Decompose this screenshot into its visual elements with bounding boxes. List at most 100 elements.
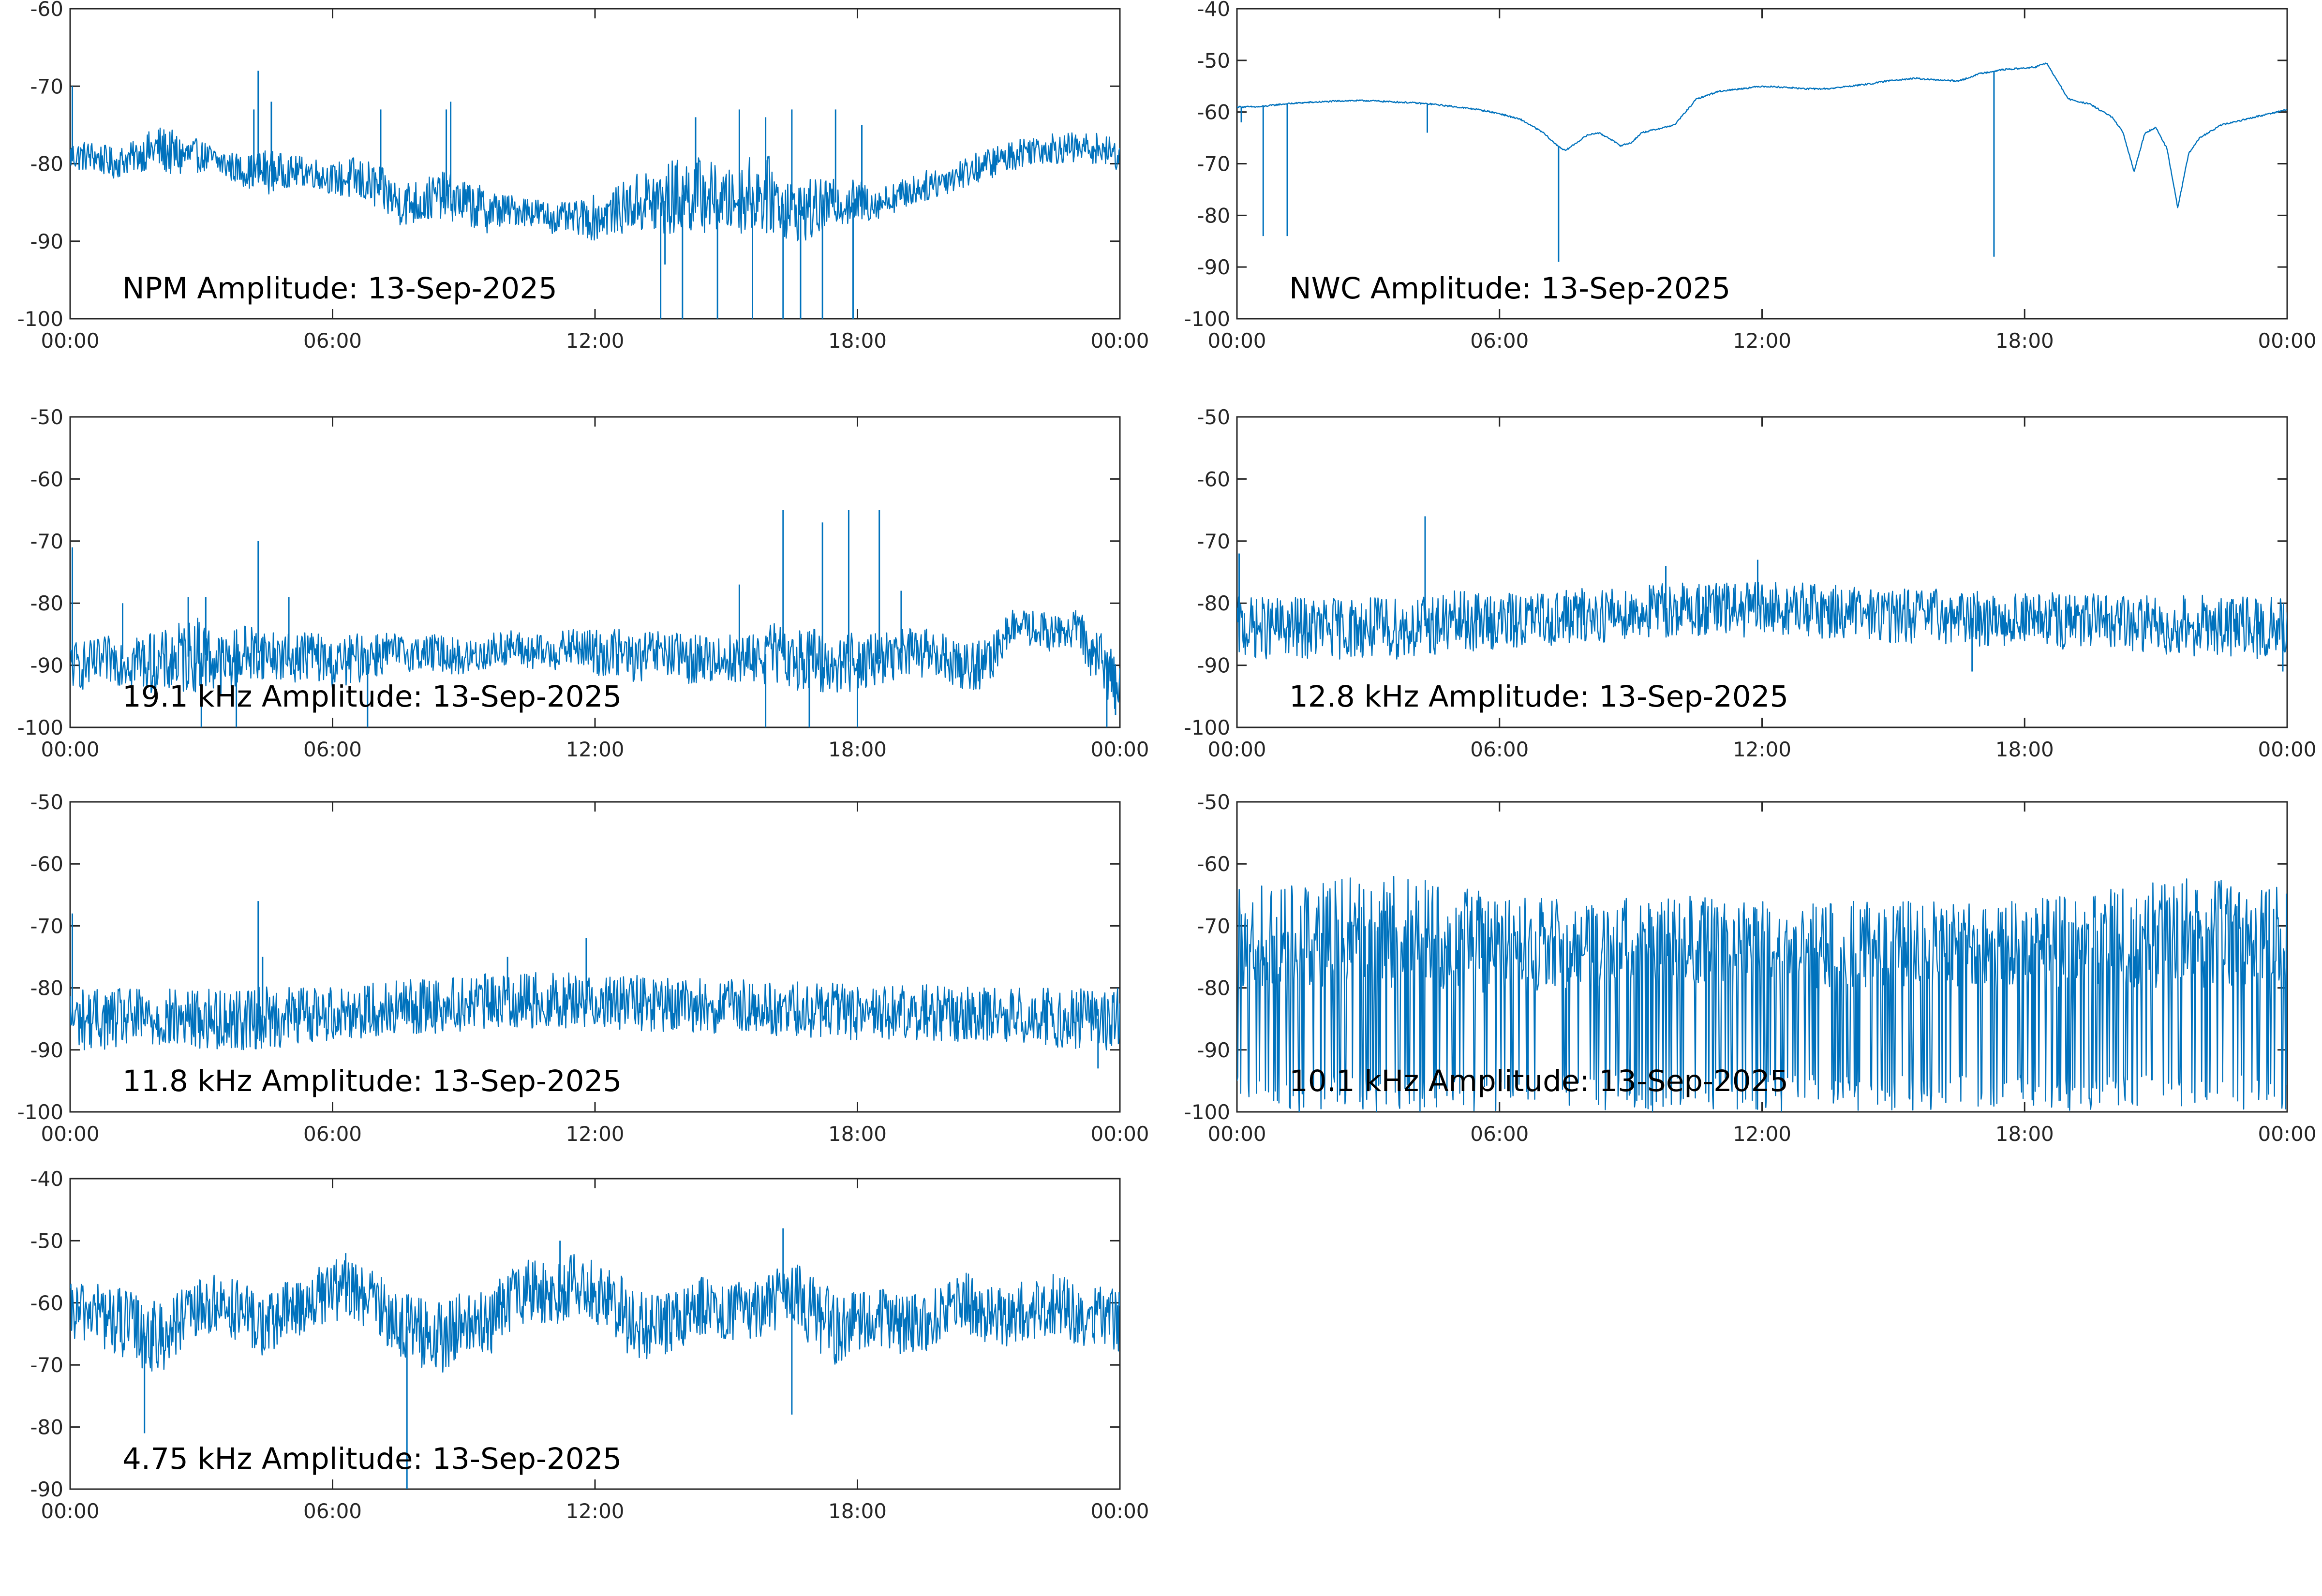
x-tick-label: 12:00 — [566, 1122, 624, 1146]
series-trace — [70, 972, 1120, 1050]
x-tick-label: 06:00 — [1470, 738, 1529, 761]
y-tick-label: -80 — [30, 152, 63, 176]
y-tick-label: -70 — [1197, 530, 1230, 553]
x-tick-label: 12:00 — [1733, 329, 1791, 353]
series-trace — [70, 127, 1120, 241]
trace-group — [1237, 62, 2287, 262]
x-tick-label: 18:00 — [1995, 1122, 2054, 1146]
x-tick-label: 06:00 — [1470, 329, 1529, 353]
y-tick-label: -70 — [30, 914, 63, 938]
y-tick-label: -50 — [30, 1229, 63, 1253]
y-tick-labels: -100 -90 -80 -70 -60 -50 -40 — [1184, 0, 1230, 331]
panel-npm: 00:00 06:00 12:00 18:00 00:00 -100 -90 -80… — [17, 0, 1149, 353]
y-tick-label: -90 — [30, 1038, 63, 1062]
y-tick-label: -60 — [30, 852, 63, 876]
trace-group — [1237, 876, 2287, 1112]
y-tick-label: -70 — [1197, 152, 1230, 176]
y-tick-label: -80 — [30, 976, 63, 1000]
panel-11-8-khz: 00:00 06:00 12:00 18:00 00:00 -100 -90 -80… — [17, 790, 1149, 1146]
y-tick-label: -80 — [30, 1416, 63, 1439]
y-tick-labels: -100 -90 -80 -70 -60 -50 — [17, 405, 63, 739]
x-tick-label: 12:00 — [566, 329, 624, 353]
x-tick-label: 12:00 — [566, 1499, 624, 1523]
x-tick-label: 18:00 — [1995, 329, 2054, 353]
panel-title: 19.1 kHz Amplitude: 13-Sep-2025 — [122, 680, 622, 714]
panel-title: 4.75 kHz Amplitude: 13-Sep-2025 — [122, 1442, 622, 1476]
y-tick-label: -80 — [1197, 204, 1230, 227]
y-tick-label: -60 — [1197, 852, 1230, 876]
axis-ticks — [69, 801, 1121, 1113]
y-tick-label: -40 — [1197, 0, 1230, 21]
y-tick-label: -80 — [1197, 976, 1230, 1000]
y-tick-label: -60 — [30, 1291, 63, 1315]
panel-19-1-khz: 00:00 06:00 12:00 18:00 00:00 -100 -90 -80… — [17, 405, 1149, 761]
x-tick-label: 12:00 — [1733, 738, 1791, 761]
x-tick-label: 18:00 — [1995, 738, 2054, 761]
x-tick-label: 00:00 — [1090, 329, 1149, 353]
y-tick-label: -100 — [17, 307, 63, 331]
x-tick-label: 00:00 — [41, 1499, 99, 1523]
series-trace — [70, 1254, 1120, 1373]
panel-title: 11.8 kHz Amplitude: 13-Sep-2025 — [122, 1064, 622, 1098]
y-tick-label: -70 — [30, 74, 63, 98]
x-tick-label: 18:00 — [828, 1122, 887, 1146]
y-tick-label: -100 — [1184, 716, 1230, 739]
y-tick-label: -90 — [30, 230, 63, 253]
x-tick-label: 00:00 — [1207, 1122, 1266, 1146]
panel-title: 10.1 kHz Amplitude: 13-Sep-2025 — [1289, 1064, 1788, 1098]
y-tick-label: -100 — [1184, 307, 1230, 331]
x-tick-label: 00:00 — [1207, 329, 1266, 353]
x-tick-label: 18:00 — [828, 1499, 887, 1523]
y-tick-label: -60 — [30, 467, 63, 491]
y-tick-label: -50 — [1197, 405, 1230, 429]
x-tick-label: 18:00 — [828, 329, 887, 353]
x-tick-labels: 00:00 06:00 12:00 18:00 00:00 — [41, 1122, 1149, 1146]
y-tick-label: -50 — [30, 405, 63, 429]
y-tick-label: -100 — [17, 716, 63, 739]
y-tick-labels: -100 -90 -80 -70 -60 -50 — [1184, 790, 1230, 1124]
panel-12-8-khz: 00:00 06:00 12:00 18:00 00:00 -100 -90 -80… — [1184, 405, 2317, 761]
x-tick-labels: 00:00 06:00 12:00 18:00 00:00 — [1207, 329, 2316, 353]
axis-ticks — [1236, 801, 2288, 1113]
x-tick-label: 00:00 — [1090, 1499, 1149, 1523]
y-tick-label: -80 — [30, 591, 63, 615]
y-tick-label: -100 — [17, 1100, 63, 1124]
panel-title: NPM Amplitude: 13-Sep-2025 — [122, 271, 557, 306]
y-tick-label: -40 — [30, 1167, 63, 1191]
trace-group — [70, 510, 1120, 727]
y-tick-label: -50 — [1197, 49, 1230, 73]
x-tick-labels: 00:00 06:00 12:00 18:00 00:00 — [41, 1499, 1149, 1523]
x-tick-labels: 00:00 06:00 12:00 18:00 00:00 — [41, 738, 1149, 761]
y-tick-labels: -100 -90 -80 -70 -60 -50 — [17, 790, 63, 1124]
y-tick-label: -90 — [1197, 255, 1230, 279]
y-tick-label: -50 — [1197, 790, 1230, 814]
y-tick-label: -50 — [30, 790, 63, 814]
x-tick-label: 00:00 — [2258, 1122, 2316, 1146]
series-trace — [1237, 581, 2287, 660]
y-tick-label: -70 — [1197, 914, 1230, 938]
y-tick-label: -70 — [30, 1353, 63, 1377]
x-tick-label: 00:00 — [41, 1122, 99, 1146]
y-tick-label: -100 — [1184, 1100, 1230, 1124]
x-tick-label: 00:00 — [1090, 1122, 1149, 1146]
trace-group — [70, 71, 1120, 319]
y-tick-labels: -100 -90 -80 -70 -60 — [17, 0, 63, 331]
y-tick-labels: -100 -90 -80 -70 -60 -50 — [1184, 405, 1230, 739]
x-tick-label: 06:00 — [303, 1122, 362, 1146]
x-tick-labels: 00:00 06:00 12:00 18:00 00:00 — [1207, 1122, 2316, 1146]
x-tick-label: 00:00 — [2258, 329, 2316, 353]
panel-nwc: 00:00 06:00 12:00 18:00 00:00 -100 -90 -80… — [1184, 0, 2317, 353]
x-tick-label: 00:00 — [1090, 738, 1149, 761]
series-trace — [1237, 62, 2287, 208]
trace-group — [70, 901, 1120, 1069]
x-tick-label: 12:00 — [1733, 1122, 1791, 1146]
y-tick-label: -80 — [1197, 591, 1230, 615]
x-tick-labels: 00:00 06:00 12:00 18:00 00:00 — [41, 329, 1149, 353]
y-tick-label: -60 — [30, 0, 63, 21]
x-tick-label: 06:00 — [1470, 1122, 1529, 1146]
x-tick-label: 00:00 — [2258, 738, 2316, 761]
panel-4-75-khz: 00:00 06:00 12:00 18:00 00:00 -90-80-70-… — [30, 1167, 1149, 1523]
x-tick-label: 00:00 — [1207, 738, 1266, 761]
x-tick-labels: 00:00 06:00 12:00 18:00 00:00 — [1207, 738, 2316, 761]
